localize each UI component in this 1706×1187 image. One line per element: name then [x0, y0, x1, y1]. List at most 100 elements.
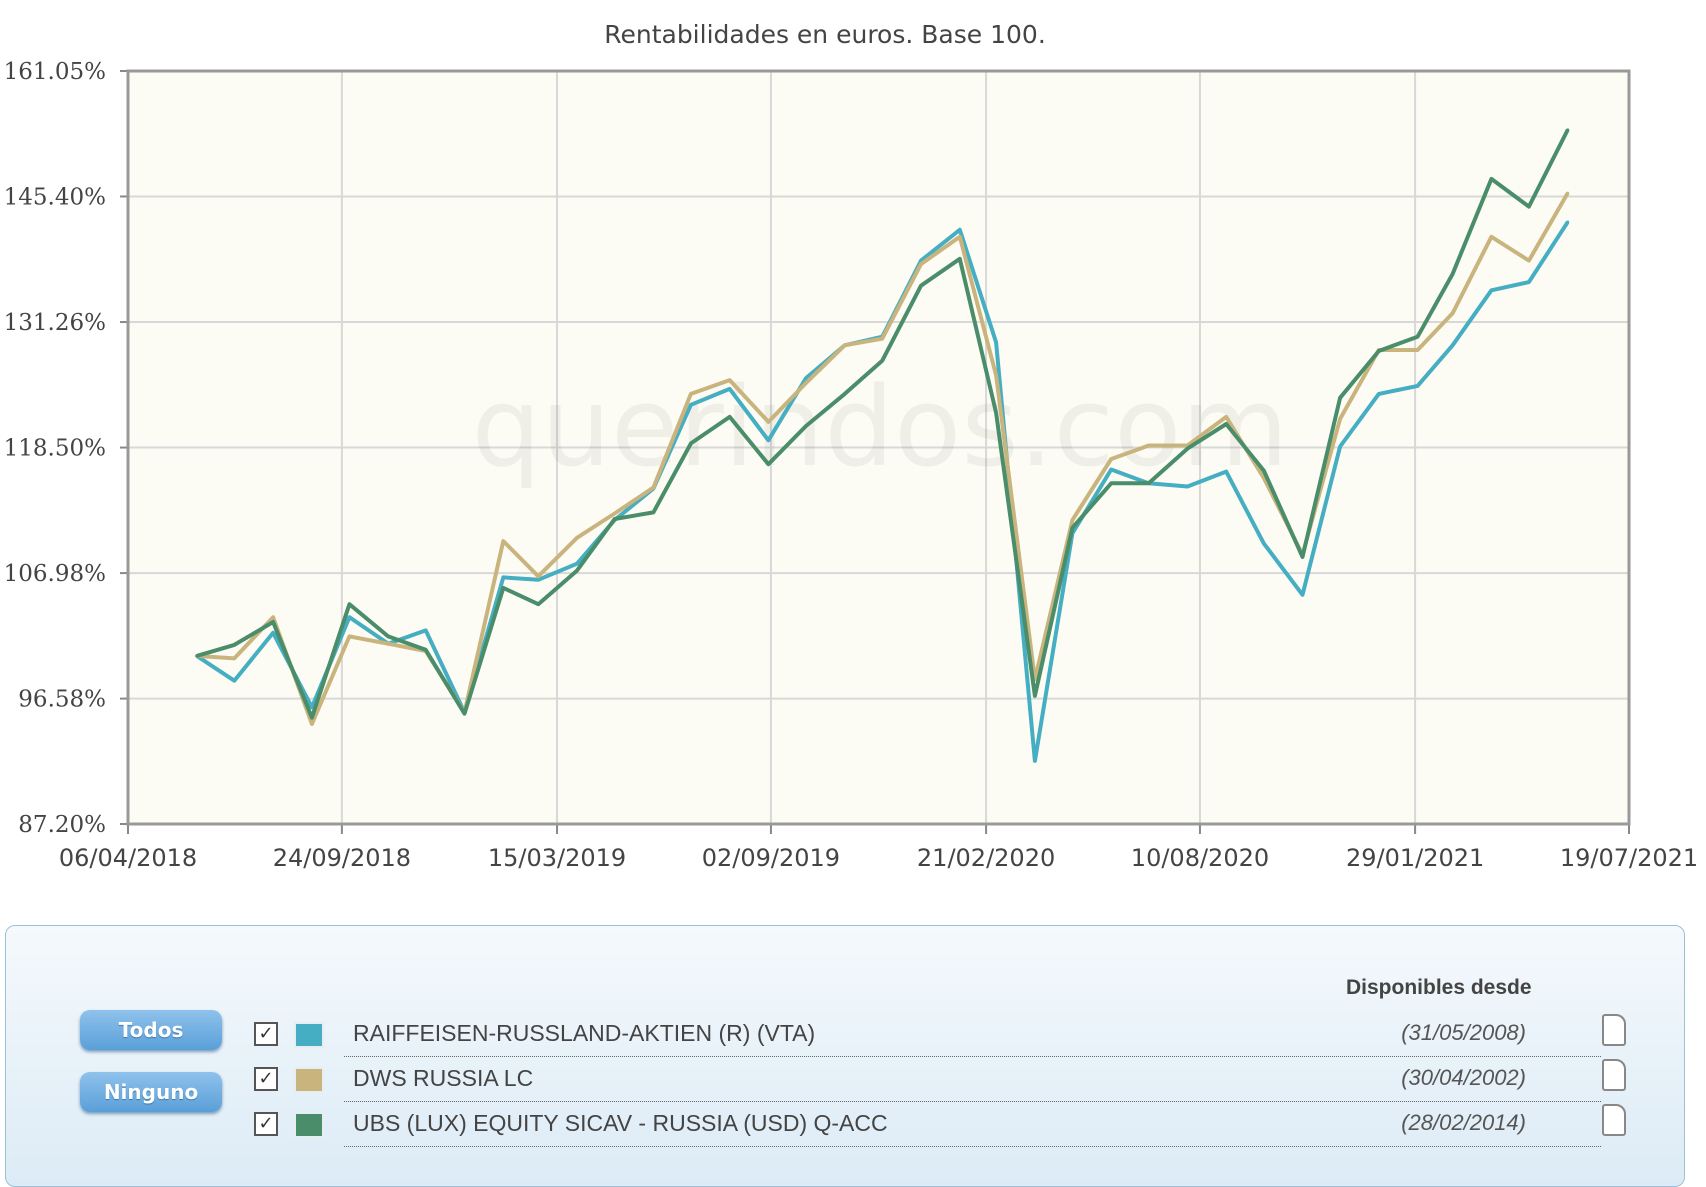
data-point — [1566, 220, 1570, 224]
data-point — [689, 441, 693, 445]
chart-title: Rentabilidades en euros. Base 100. — [604, 20, 1046, 49]
row-divider — [344, 1056, 1601, 1057]
data-point — [347, 615, 351, 619]
data-point — [1489, 177, 1493, 181]
data-point — [843, 343, 847, 347]
data-point — [1416, 348, 1420, 352]
data-point — [1416, 384, 1420, 388]
data-point — [1527, 205, 1531, 209]
x-tick-label: 24/09/2018 — [273, 844, 411, 872]
legend-item[interactable]: ✓ DWS RUSSIA LC (30/04/2002) — [246, 1059, 1626, 1103]
select-none-button[interactable]: Ninguno — [80, 1072, 222, 1112]
data-point — [1147, 481, 1151, 485]
data-point — [347, 602, 351, 606]
data-point — [424, 628, 428, 632]
data-point — [1338, 417, 1342, 421]
data-point — [1451, 272, 1455, 276]
series-color-swatch — [294, 1112, 324, 1138]
data-point — [232, 656, 236, 660]
series-color-swatch — [294, 1067, 324, 1093]
legend-panel: Todos Ninguno Disponibles desde ✓ RAIFFE… — [5, 925, 1685, 1187]
data-point — [575, 562, 579, 566]
data-point — [804, 381, 808, 385]
data-point — [1224, 415, 1228, 419]
series-label: RAIFFEISEN-RUSSLAND-AKTIEN (R) (VTA) — [353, 1020, 816, 1046]
data-point — [1262, 541, 1266, 545]
y-tick-label: 145.40% — [4, 184, 106, 210]
data-point — [728, 387, 732, 391]
data-point — [994, 373, 998, 377]
data-point — [501, 539, 505, 543]
data-point — [310, 716, 314, 720]
data-point — [919, 262, 923, 266]
y-tick-label: 96.58% — [18, 687, 106, 713]
data-point — [1033, 759, 1037, 763]
available-since-date: (30/04/2002) — [1401, 1065, 1526, 1090]
data-point — [536, 602, 540, 606]
watermark: querindos.com — [471, 363, 1288, 491]
data-point — [347, 634, 351, 638]
data-point — [958, 228, 962, 232]
data-point — [1185, 447, 1189, 451]
x-tick-label: 06/04/2018 — [59, 844, 197, 872]
legend-item[interactable]: ✓ UBS (LUX) EQUITY SICAV - RUSSIA (USD) … — [246, 1104, 1626, 1148]
document-icon[interactable] — [1602, 1104, 1626, 1136]
data-point — [575, 569, 579, 573]
line-chart: 87.20% 96.58% 106.98% 118.50% 131.26% 145.40%… — [4, 59, 1699, 872]
data-point — [310, 705, 314, 709]
data-point — [994, 411, 998, 415]
series-checkbox[interactable]: ✓ — [254, 1067, 278, 1091]
y-tick-label: 87.20% — [18, 812, 106, 838]
data-point — [958, 257, 962, 261]
data-point — [689, 403, 693, 407]
data-point — [1185, 484, 1189, 488]
data-point — [766, 462, 770, 466]
row-divider — [344, 1146, 1601, 1147]
available-since-date: (28/02/2014) — [1401, 1110, 1526, 1135]
data-point — [310, 722, 314, 726]
data-point — [1489, 288, 1493, 292]
series-checkbox[interactable]: ✓ — [254, 1022, 278, 1046]
data-point — [386, 634, 390, 638]
data-point — [1338, 396, 1342, 400]
data-point — [728, 378, 732, 382]
data-point — [195, 654, 199, 658]
data-point — [613, 512, 617, 516]
select-all-button[interactable]: Todos — [80, 1010, 222, 1050]
data-point — [1109, 457, 1113, 461]
data-point — [613, 517, 617, 521]
document-icon[interactable] — [1602, 1059, 1626, 1091]
y-tick-label: 118.50% — [4, 436, 106, 462]
data-point — [843, 392, 847, 396]
data-point — [1566, 128, 1570, 132]
x-tick-label: 19/07/2021 — [1560, 844, 1698, 872]
data-point — [1262, 469, 1266, 473]
x-tick-label: 10/08/2020 — [1131, 844, 1269, 872]
data-point — [1033, 694, 1037, 698]
data-point — [1109, 468, 1113, 472]
data-point — [1301, 555, 1305, 559]
data-point — [501, 586, 505, 590]
series-checkbox[interactable]: ✓ — [254, 1112, 278, 1136]
data-point — [1224, 422, 1228, 426]
data-point — [958, 235, 962, 239]
available-since-header: Disponibles desde — [1346, 976, 1532, 999]
data-point — [1147, 443, 1151, 447]
data-point — [424, 648, 428, 652]
data-point — [1109, 481, 1113, 485]
y-tick-label: 106.98% — [4, 561, 106, 587]
data-point — [1451, 343, 1455, 347]
series-label: DWS RUSSIA LC — [353, 1065, 534, 1091]
data-point — [386, 642, 390, 646]
data-point — [271, 620, 275, 624]
data-point — [880, 359, 884, 363]
document-icon[interactable] — [1602, 1014, 1626, 1046]
row-divider — [344, 1101, 1601, 1102]
x-tick-label: 02/09/2019 — [702, 844, 840, 872]
legend-item[interactable]: ✓ RAIFFEISEN-RUSSLAND-AKTIEN (R) (VTA) (… — [246, 1014, 1626, 1058]
data-point — [1262, 476, 1266, 480]
data-point — [1224, 470, 1228, 474]
data-point — [501, 575, 505, 579]
data-point — [994, 340, 998, 344]
data-point — [575, 536, 579, 540]
